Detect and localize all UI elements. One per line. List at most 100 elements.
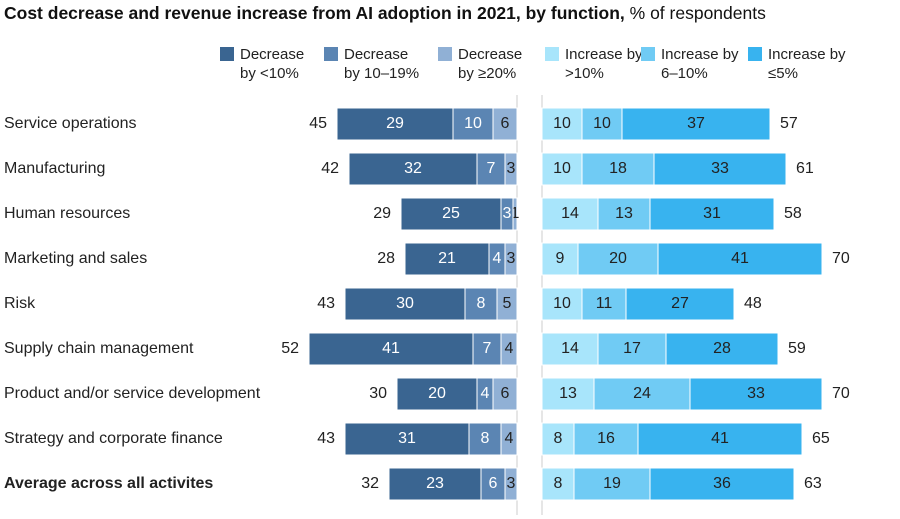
bar-segment [597, 197, 651, 231]
segment-label: 37 [687, 115, 705, 132]
bar-segment [464, 287, 498, 321]
category-label: Risk [4, 295, 36, 312]
bar-segment [404, 242, 490, 276]
segment-label: 11 [596, 295, 613, 312]
segment-label: 10 [553, 160, 571, 177]
decrease-total: 52 [281, 340, 299, 357]
category-label: Supply chain management [4, 340, 194, 357]
segment-label: 6 [501, 385, 510, 402]
legend-swatch [545, 47, 559, 61]
legend-swatch [748, 47, 762, 61]
bar-segment [348, 152, 478, 186]
legend-swatch [438, 47, 452, 61]
bar-segment [308, 332, 474, 366]
segment-label: 31 [703, 205, 721, 222]
bar-segment [649, 197, 775, 231]
category-label: Manufacturing [4, 160, 105, 177]
segment-label: 20 [609, 250, 627, 267]
category-label: Human resources [4, 205, 130, 222]
bar-segment [657, 242, 823, 276]
segment-label: 30 [396, 295, 414, 312]
bar-segment [577, 242, 659, 276]
bar-segment [541, 242, 579, 276]
legend-label: Increase by 6–10% [661, 46, 739, 82]
segment-label: 3 [507, 475, 516, 492]
segment-label: 24 [633, 385, 651, 402]
bar-segment [597, 332, 667, 366]
decrease-total: 43 [317, 295, 335, 312]
segment-label: 18 [609, 160, 627, 177]
legend-swatch [641, 47, 655, 61]
segment-label: 16 [597, 430, 615, 447]
segment-label: 33 [711, 160, 729, 177]
increase-total: 63 [804, 475, 822, 492]
segment-label: 1 [511, 205, 520, 222]
segment-label: 7 [487, 160, 496, 177]
category-label: Average across all activites [4, 475, 213, 492]
bar-segment [541, 377, 595, 411]
segment-label: 14 [561, 205, 579, 222]
segment-label: 13 [615, 205, 633, 222]
increase-total: 70 [832, 250, 850, 267]
segment-label: 10 [593, 115, 611, 132]
bar-segment [649, 467, 795, 501]
bar-segment [581, 152, 655, 186]
segment-label: 6 [501, 115, 510, 132]
decrease-total: 29 [373, 205, 391, 222]
segment-label: 23 [426, 475, 444, 492]
segment-label: 10 [553, 295, 571, 312]
segment-label: 17 [623, 340, 641, 357]
segment-label: 32 [404, 160, 422, 177]
bar-segment [396, 377, 478, 411]
segment-label: 31 [398, 430, 416, 447]
segment-label: 27 [671, 295, 689, 312]
segment-label: 21 [438, 250, 456, 267]
decrease-total: 32 [361, 475, 379, 492]
decrease-total: 43 [317, 430, 335, 447]
bar-segment [480, 467, 506, 501]
legend-label: Increase by ≤5% [768, 46, 846, 82]
bar-segment [653, 152, 787, 186]
segment-label: 6 [489, 475, 498, 492]
title-block: Cost decrease and revenue increase from … [4, 3, 766, 24]
bar-segment [637, 422, 803, 456]
increase-total: 48 [744, 295, 762, 312]
bar-segment [344, 287, 466, 321]
decrease-total: 42 [321, 160, 339, 177]
segment-label: 8 [477, 295, 486, 312]
legend-label: Increase by >10% [565, 46, 643, 82]
bar-segment [573, 467, 651, 501]
segment-label: 7 [483, 340, 492, 357]
segment-label: 41 [382, 340, 400, 357]
bar-segment [665, 332, 779, 366]
bar-segment [476, 152, 506, 186]
decrease-total: 28 [377, 250, 395, 267]
increase-total: 70 [832, 385, 850, 402]
segment-label: 8 [554, 430, 563, 447]
bar-segment [593, 377, 691, 411]
bar-segment [388, 467, 482, 501]
decrease-total: 45 [309, 115, 327, 132]
legend-label: Decrease by <10% [240, 46, 305, 82]
segment-label: 4 [505, 430, 514, 447]
chart-subtitle: % of respondents [629, 3, 766, 23]
bar-segment [581, 287, 627, 321]
bar-segment [625, 287, 735, 321]
category-label: Marketing and sales [4, 250, 147, 267]
bar-segment [689, 377, 823, 411]
segment-label: 3 [507, 160, 516, 177]
legend-swatch [220, 47, 234, 61]
category-label: Product and/or service development [4, 385, 261, 402]
segment-label: 14 [561, 340, 579, 357]
segment-label: 8 [554, 475, 563, 492]
segment-label: 4 [505, 340, 514, 357]
segment-label: 20 [428, 385, 446, 402]
increase-total: 61 [796, 160, 814, 177]
bar-segment [541, 287, 583, 321]
increase-total: 65 [812, 430, 830, 447]
segment-label: 41 [711, 430, 729, 447]
segment-label: 28 [713, 340, 731, 357]
decrease-total: 30 [369, 385, 387, 402]
segment-label: 36 [713, 475, 731, 492]
